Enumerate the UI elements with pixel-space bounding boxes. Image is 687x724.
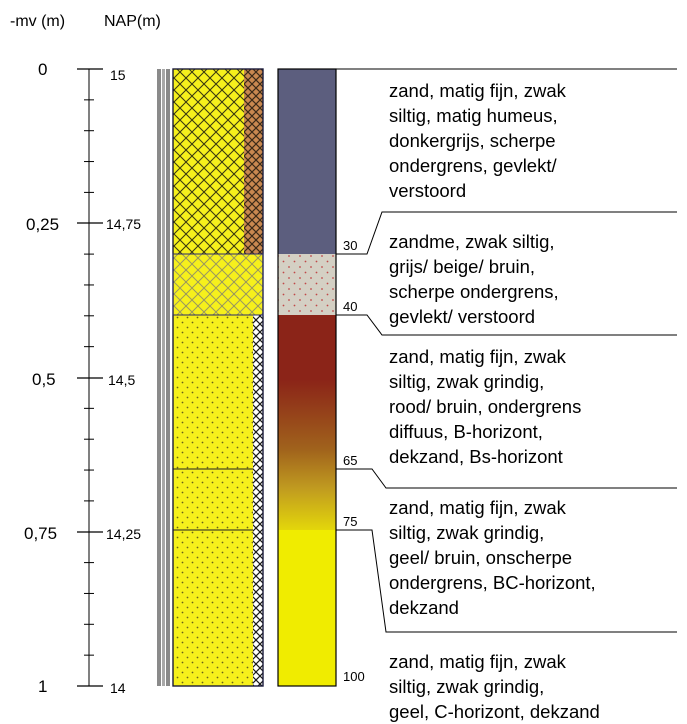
description-line: rood/ bruin, ondergrens [389, 396, 581, 417]
description-line: geel/ bruin, onscherpe [389, 547, 572, 568]
description-line: zand, matig fijn, zwak [389, 651, 567, 672]
boundary-leaders [336, 68, 677, 633]
layer-description-2: zandme, zwak siltig, grijs/ beige/ bruin,… [389, 231, 559, 327]
description-line: zandme, zwak siltig, [389, 231, 555, 252]
lithology-organic-strip [244, 69, 263, 254]
lithology-layer-2 [173, 254, 263, 315]
description-line: dekzand, Bs-horizont [389, 446, 563, 467]
color-layer-4 [278, 530, 336, 686]
layer-descriptions: zand, matig fijn, zwak siltig, matig hume… [389, 80, 600, 722]
description-line: verstoord [389, 180, 466, 201]
description-line: zand, matig fijn, zwak [389, 80, 567, 101]
mv-label-025: 0,25 [26, 215, 59, 234]
core-grey-bars [157, 69, 170, 686]
depth-label-40: 40 [343, 299, 357, 314]
layer-description-1: zand, matig fijn, zwak siltig, matig hume… [389, 80, 567, 201]
description-line: ondergrens, gevlekt/ [389, 155, 557, 176]
description-line: gevlekt/ verstoord [389, 306, 535, 327]
description-line: dekzand [389, 597, 459, 618]
mv-label-0: 0 [38, 60, 47, 79]
mv-label-05: 0,5 [32, 370, 56, 389]
depth-axis [77, 68, 103, 687]
nap-label-145: 14,5 [108, 372, 135, 388]
mv-label-075: 0,75 [24, 524, 57, 543]
lithology-gravel-strip [253, 315, 263, 686]
description-line: donkergrijs, scherpe [389, 130, 556, 151]
description-line: geel, C-horizont, dekzand [389, 701, 600, 722]
depth-label-30: 30 [343, 238, 357, 253]
nap-axis-header: NAP(m) [104, 13, 161, 30]
description-line: zand, matig fijn, zwak [389, 346, 567, 367]
layer-description-3: zand, matig fijn, zwak siltig, zwak grind… [389, 346, 581, 467]
nap-label-1475: 14,75 [106, 216, 141, 232]
color-layer-3 [278, 315, 336, 531]
lithology-layer-3-4 [173, 315, 253, 686]
lithology-layer-1 [173, 69, 244, 254]
mv-axis-header: -mv (m) [10, 13, 65, 30]
description-line: zand, matig fijn, zwak [389, 497, 567, 518]
description-line: siltig, zwak grindig, [389, 371, 544, 392]
depth-label-65: 65 [343, 453, 357, 468]
description-line: ondergrens, BC-horizont, [389, 572, 596, 593]
description-line: siltig, matig humeus, [389, 105, 558, 126]
description-line: scherpe ondergrens, [389, 281, 559, 302]
depth-label-75: 75 [343, 514, 357, 529]
depth-label-100: 100 [343, 669, 365, 684]
nap-label-15: 15 [110, 67, 126, 83]
nap-label-14: 14 [110, 680, 126, 696]
layer-description-4: zand, matig fijn, zwak siltig, zwak grind… [389, 497, 596, 618]
layer-description-5: zand, matig fijn, zwak siltig, zwak grind… [389, 651, 600, 722]
color-layer-2 [278, 254, 336, 315]
description-line: grijs/ beige/ bruin, [389, 256, 535, 277]
mv-label-1: 1 [38, 677, 47, 696]
nap-label-1425: 14,25 [106, 526, 141, 542]
lithology-column [172, 68, 264, 687]
color-layer-1 [278, 69, 336, 254]
description-line: diffuus, B-horizont, [389, 421, 543, 442]
description-line: siltig, zwak grindig, [389, 522, 544, 543]
description-line: siltig, zwak grindig, [389, 676, 544, 697]
soil-color-column [277, 68, 337, 687]
